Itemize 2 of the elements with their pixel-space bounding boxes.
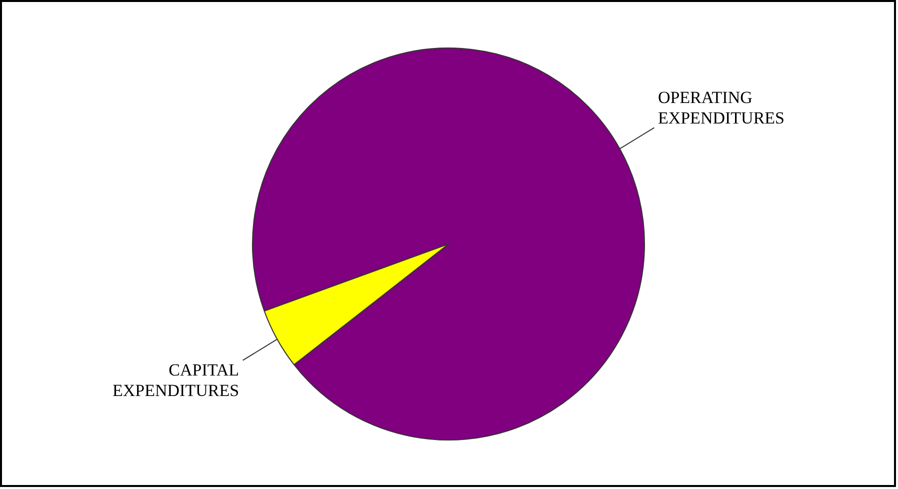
slice-label: OPERATING EXPENDITURES	[658, 88, 785, 128]
slice-label: CAPITAL EXPENDITURES	[112, 360, 240, 400]
